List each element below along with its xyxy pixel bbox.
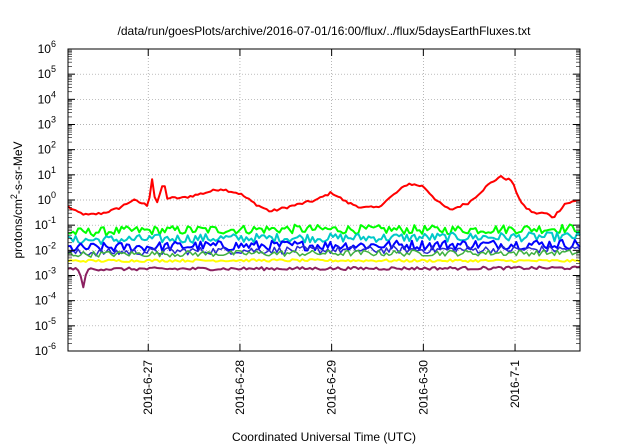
x-axis: 2016-6-27 2016-6-28 2016-6-29 2016-6-30 2016… — [141, 49, 522, 415]
x-tick-label: 2016-6-28 — [233, 360, 247, 415]
y-tick-label: 10-6 — [35, 341, 56, 358]
y-tick-label: 10-4 — [35, 291, 56, 308]
y-tick-label: 100 — [38, 190, 56, 207]
y-tick-label: 101 — [38, 165, 56, 182]
y-tick-label: 105 — [38, 64, 56, 81]
chart-title: /data/run/goesPlots/archive/2016-07-01/1… — [118, 24, 532, 38]
grid — [68, 49, 580, 351]
y-tick-label: 104 — [38, 89, 56, 106]
series-line-5 — [67, 245, 581, 257]
series-line-2 — [68, 223, 581, 237]
y-tick-label: 10-3 — [35, 266, 56, 283]
x-tick-label: 2016-6-29 — [325, 360, 339, 415]
series-layer — [67, 175, 581, 289]
series-line-7 — [67, 258, 581, 263]
series-line-3 — [67, 231, 581, 245]
x-tick-label: 2016-6-30 — [416, 360, 430, 415]
y-axis-label: protons/cm2-s-sr-MeV — [9, 141, 25, 258]
x-tick-label: 2016-6-27 — [141, 360, 155, 415]
series-line-8 — [67, 265, 581, 289]
series-line-1 — [67, 175, 581, 219]
series-line-6 — [67, 249, 581, 258]
y-tick-label: 106 — [38, 39, 56, 56]
y-tick-label: 10-5 — [35, 316, 56, 333]
y-tick-label: 103 — [38, 115, 56, 132]
y-tick-label: 10-2 — [35, 240, 56, 257]
x-axis-label: Coordinated Universal Time (UTC) — [232, 430, 416, 444]
y-tick-label: 102 — [38, 140, 56, 157]
y-tick-label: 10-1 — [35, 215, 56, 232]
y-axis: 10-6 10-5 10-4 10-3 10-2 10-1 100 101 102 103 104 1… — [35, 39, 580, 358]
x-tick-label: 2016-7-1 — [508, 360, 522, 408]
